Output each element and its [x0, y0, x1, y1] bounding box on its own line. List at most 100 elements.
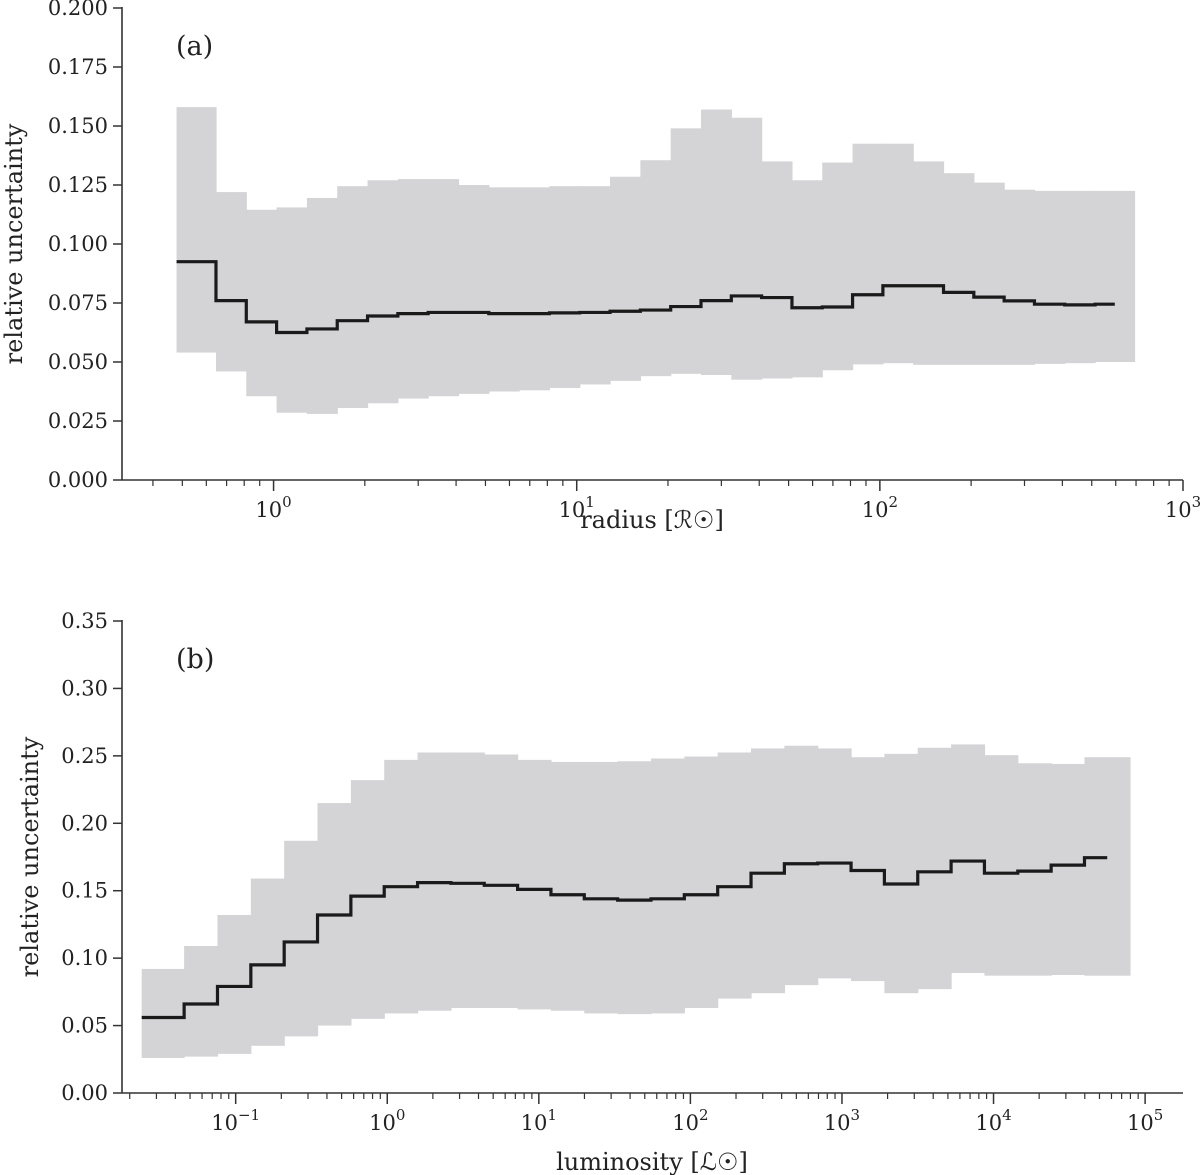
band-bin	[215, 192, 247, 372]
y-tick-label: 0.125	[48, 173, 108, 197]
median-step-line	[141, 856, 1108, 1020]
y-tick-label: 0.150	[48, 114, 108, 138]
y-axis-label-a: relative uncertainty	[0, 123, 28, 364]
band-bin	[1051, 763, 1086, 975]
band-bin	[1064, 190, 1096, 364]
band-bin	[917, 747, 952, 990]
band-bin	[717, 752, 752, 999]
band-bin	[350, 780, 385, 1019]
y-tick-label: 0.000	[48, 468, 108, 492]
band-bin	[450, 752, 485, 1009]
band-bin	[943, 173, 975, 365]
band-bin	[913, 161, 945, 365]
y-tick-label: 0.35	[61, 609, 108, 633]
band-bin	[1034, 190, 1066, 364]
x-tick-label: 100	[369, 1106, 405, 1135]
band-bin	[1095, 190, 1136, 362]
y-tick-label: 0.175	[48, 55, 108, 79]
band-bin	[751, 748, 785, 994]
panel-label-b: (b)	[176, 644, 214, 675]
y-axis-label-b: relative uncertainty	[16, 736, 44, 977]
band-bin	[484, 754, 519, 1009]
band-bin	[791, 180, 823, 378]
band-bin	[250, 878, 285, 1046]
x-tick-label: 104	[975, 1106, 1011, 1135]
band-bin	[822, 162, 854, 371]
x-tick-exponent: 1	[585, 493, 595, 511]
band-bin	[584, 761, 619, 1014]
x-tick-exponent: 3	[851, 1106, 861, 1124]
median-step-line	[176, 260, 1115, 335]
band-bin	[428, 179, 460, 397]
panel-label-a: (a)	[176, 31, 213, 62]
y-tick-label: 0.050	[48, 350, 108, 374]
axes-a: 0.000 0.025 0.050 0.075 0.100 0.125 0.150 0.175…	[48, 0, 1200, 522]
band-bin	[276, 207, 308, 413]
band-bin	[1084, 757, 1131, 976]
y-tick-label: 0.100	[48, 232, 108, 256]
band-bin	[973, 182, 1005, 365]
band-bin	[784, 745, 819, 986]
median-line-b	[141, 856, 1108, 1020]
band-bin	[337, 186, 369, 409]
band-bin	[884, 753, 919, 994]
band-bin	[984, 755, 1019, 976]
x-tick-label: 102	[672, 1106, 708, 1135]
band-bin	[246, 209, 278, 397]
band-bin	[550, 761, 585, 1011]
band-bin	[761, 161, 793, 379]
x-tick-label: 101	[559, 493, 595, 522]
x-tick-exponent: 4	[1002, 1106, 1012, 1124]
x-axis-label-b: luminosity [ℒ☉]	[556, 1148, 748, 1175]
panel-a: 0.000 0.025 0.050 0.075 0.100 0.125 0.150 0.175…	[0, 0, 1200, 534]
band-bin	[397, 179, 429, 399]
band-bin	[650, 758, 685, 1014]
band-bin	[458, 185, 490, 394]
x-tick-exponent: −1	[238, 1106, 260, 1124]
x-tick-label: 10−1	[211, 1106, 260, 1135]
median-line-a	[176, 260, 1115, 335]
x-tick-label: 100	[255, 493, 291, 522]
x-tick-exponent: 0	[282, 493, 292, 511]
x-tick-label: 103	[824, 1106, 860, 1135]
band-bin	[488, 187, 520, 392]
x-tick-exponent: 1	[547, 1106, 557, 1124]
band-bin	[684, 756, 719, 1009]
y-tick-label: 0.30	[61, 676, 108, 700]
uncertainty-band-a	[176, 107, 1136, 414]
y-tick-label: 0.200	[48, 0, 108, 20]
band-bin	[640, 160, 672, 377]
band-bin	[1004, 189, 1036, 365]
band-bin	[882, 143, 914, 364]
y-tick-label: 0.15	[61, 879, 108, 903]
band-bin	[731, 117, 763, 380]
y-tick-label: 0.10	[61, 946, 108, 970]
x-tick-exponent: 0	[396, 1106, 406, 1124]
band-bin	[579, 186, 611, 385]
band-bin	[670, 128, 702, 374]
band-bin	[519, 187, 551, 391]
x-tick-label: 102	[862, 493, 898, 522]
band-bin	[176, 107, 217, 353]
band-bin	[184, 946, 219, 1057]
x-tick-exponent: 2	[888, 493, 898, 511]
band-bin	[217, 914, 252, 1054]
band-bin	[610, 176, 641, 381]
x-tick-exponent: 2	[699, 1106, 709, 1124]
y-tick-label: 0.25	[61, 744, 108, 768]
y-tick-label: 0.075	[48, 291, 108, 315]
band-bin	[701, 109, 732, 375]
band-bin	[517, 759, 552, 1010]
x-tick-exponent: 5	[1154, 1106, 1164, 1124]
y-tick-label: 0.05	[61, 1014, 108, 1038]
band-bin	[1017, 763, 1052, 976]
x-tick-label: 101	[521, 1106, 557, 1135]
x-tick-exponent: 3	[1192, 493, 1200, 511]
y-tick-label: 0.00	[61, 1081, 108, 1105]
band-bin	[367, 180, 399, 404]
band-bin	[141, 968, 185, 1058]
x-tick-label: 103	[1165, 493, 1200, 522]
band-bin	[852, 143, 884, 365]
